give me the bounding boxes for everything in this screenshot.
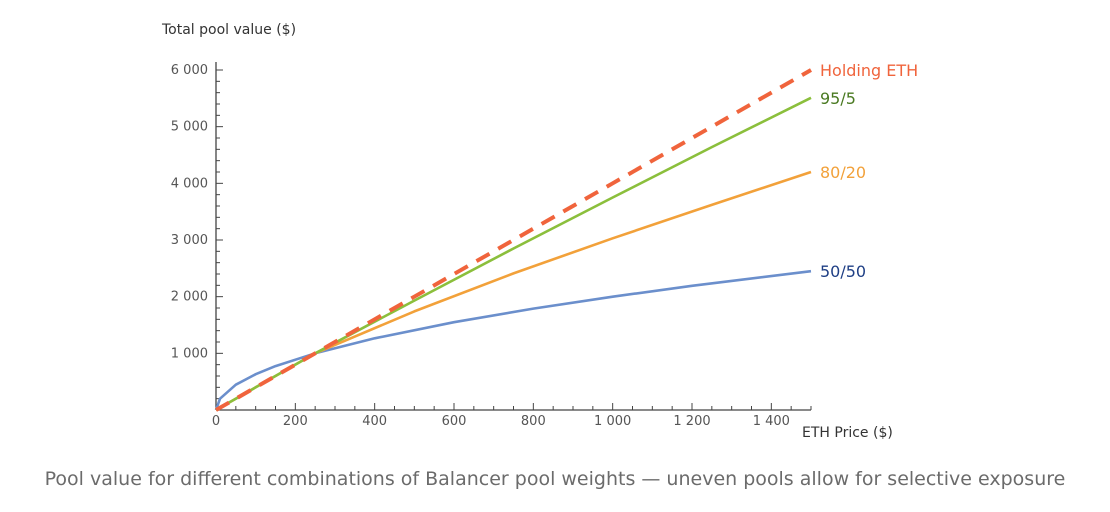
y-tick-label: 3 000 xyxy=(171,233,208,248)
series-labels: Holding ETH 95/5 80/20 50/50 xyxy=(820,61,918,281)
y-tick-label: 4 000 xyxy=(171,176,208,191)
y-tick-label: 1 000 xyxy=(171,346,208,361)
series-label-50-50: 50/50 xyxy=(820,262,866,281)
series-line-95-5 xyxy=(215,96,812,412)
series-line-50-50 xyxy=(214,269,812,411)
pool-value-chart: Total pool value ($) ETH Price ($) 1 000… xyxy=(161,22,918,441)
y-tick-label: 2 000 xyxy=(171,290,208,305)
series-line-80-20 xyxy=(215,170,812,412)
x-axis-title: ETH Price ($) xyxy=(802,425,893,441)
series-label-80-20: 80/20 xyxy=(820,163,866,182)
series-label-95-5: 95/5 xyxy=(820,89,856,108)
x-tick-label: 1 200 xyxy=(673,414,710,429)
series-label-holding-eth: Holding ETH xyxy=(820,61,918,80)
x-tick-label: 1 000 xyxy=(594,414,631,429)
y-tick-label: 6 000 xyxy=(171,63,208,78)
x-tick-label: 1 400 xyxy=(753,414,790,429)
x-tick-label: 200 xyxy=(283,414,308,429)
y-tick-label: 5 000 xyxy=(171,120,208,135)
x-tick-label: 600 xyxy=(442,414,467,429)
series-lines xyxy=(214,68,812,412)
y-axis-title: Total pool value ($) xyxy=(161,22,296,38)
axes: 1 000 2 000 3 000 4 000 5 000 6 000 0 200 400 600… xyxy=(171,62,812,429)
x-tick-label: 0 xyxy=(212,414,220,429)
x-tick-label: 400 xyxy=(362,414,387,429)
series-line-holding-eth xyxy=(215,68,812,412)
x-tick-label: 800 xyxy=(521,414,546,429)
figure-caption: Pool value for different combinations of… xyxy=(44,468,1066,490)
